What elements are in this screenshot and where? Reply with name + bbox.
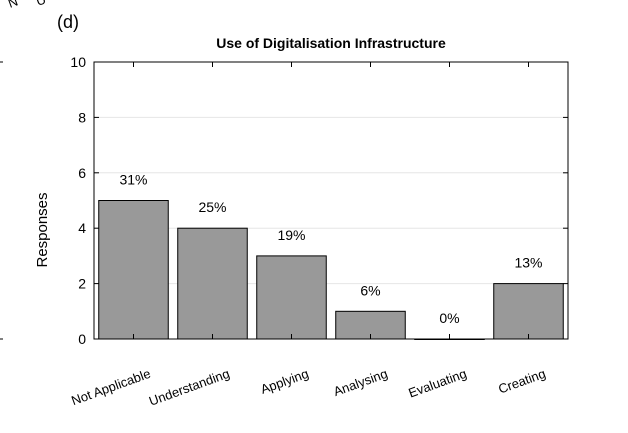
x-tick-label: Not Applicable: [69, 366, 152, 409]
chart-title: Use of Digitalisation Infrastructure: [216, 35, 446, 51]
bar: [493, 283, 564, 340]
x-tick-label: Evaluating: [406, 366, 468, 401]
bar-data-label: 13%: [514, 255, 542, 271]
y-axis-title: Responses: [34, 192, 51, 267]
panel-label: (d): [57, 12, 79, 32]
x-tick-label: Applying: [259, 366, 311, 397]
y-tick-label: 8: [78, 109, 86, 125]
y-tick-label: 0: [78, 331, 86, 347]
bar: [256, 255, 327, 340]
cropped-fragment-1: N: [6, 0, 20, 11]
y-tick-label: 4: [78, 220, 86, 236]
bar-data-label: 25%: [198, 199, 226, 215]
x-tick-label: Analysing: [331, 366, 389, 399]
bars: 31% 25% 19% 6% 0% 13%: [98, 172, 564, 340]
bar: [177, 227, 248, 340]
bar-data-label: 6%: [360, 282, 380, 298]
x-tick-label: Understanding: [147, 366, 232, 409]
bar-data-label: 0%: [439, 310, 459, 326]
bar-data-label: 19%: [277, 227, 305, 243]
plot-frame: [93, 61, 569, 340]
y-axis: 0 2 4 6 8 10: [70, 54, 568, 347]
bar-data-label: 31%: [119, 172, 147, 188]
gridlines: [94, 116, 568, 285]
x-tick-label: Creating: [496, 366, 547, 397]
cropped-fragment-2: U: [34, 0, 48, 9]
bar: [98, 200, 169, 340]
y-tick-label: 10: [70, 54, 86, 70]
y-tick-label: 2: [78, 276, 86, 292]
y-tick-label: 6: [78, 165, 86, 181]
